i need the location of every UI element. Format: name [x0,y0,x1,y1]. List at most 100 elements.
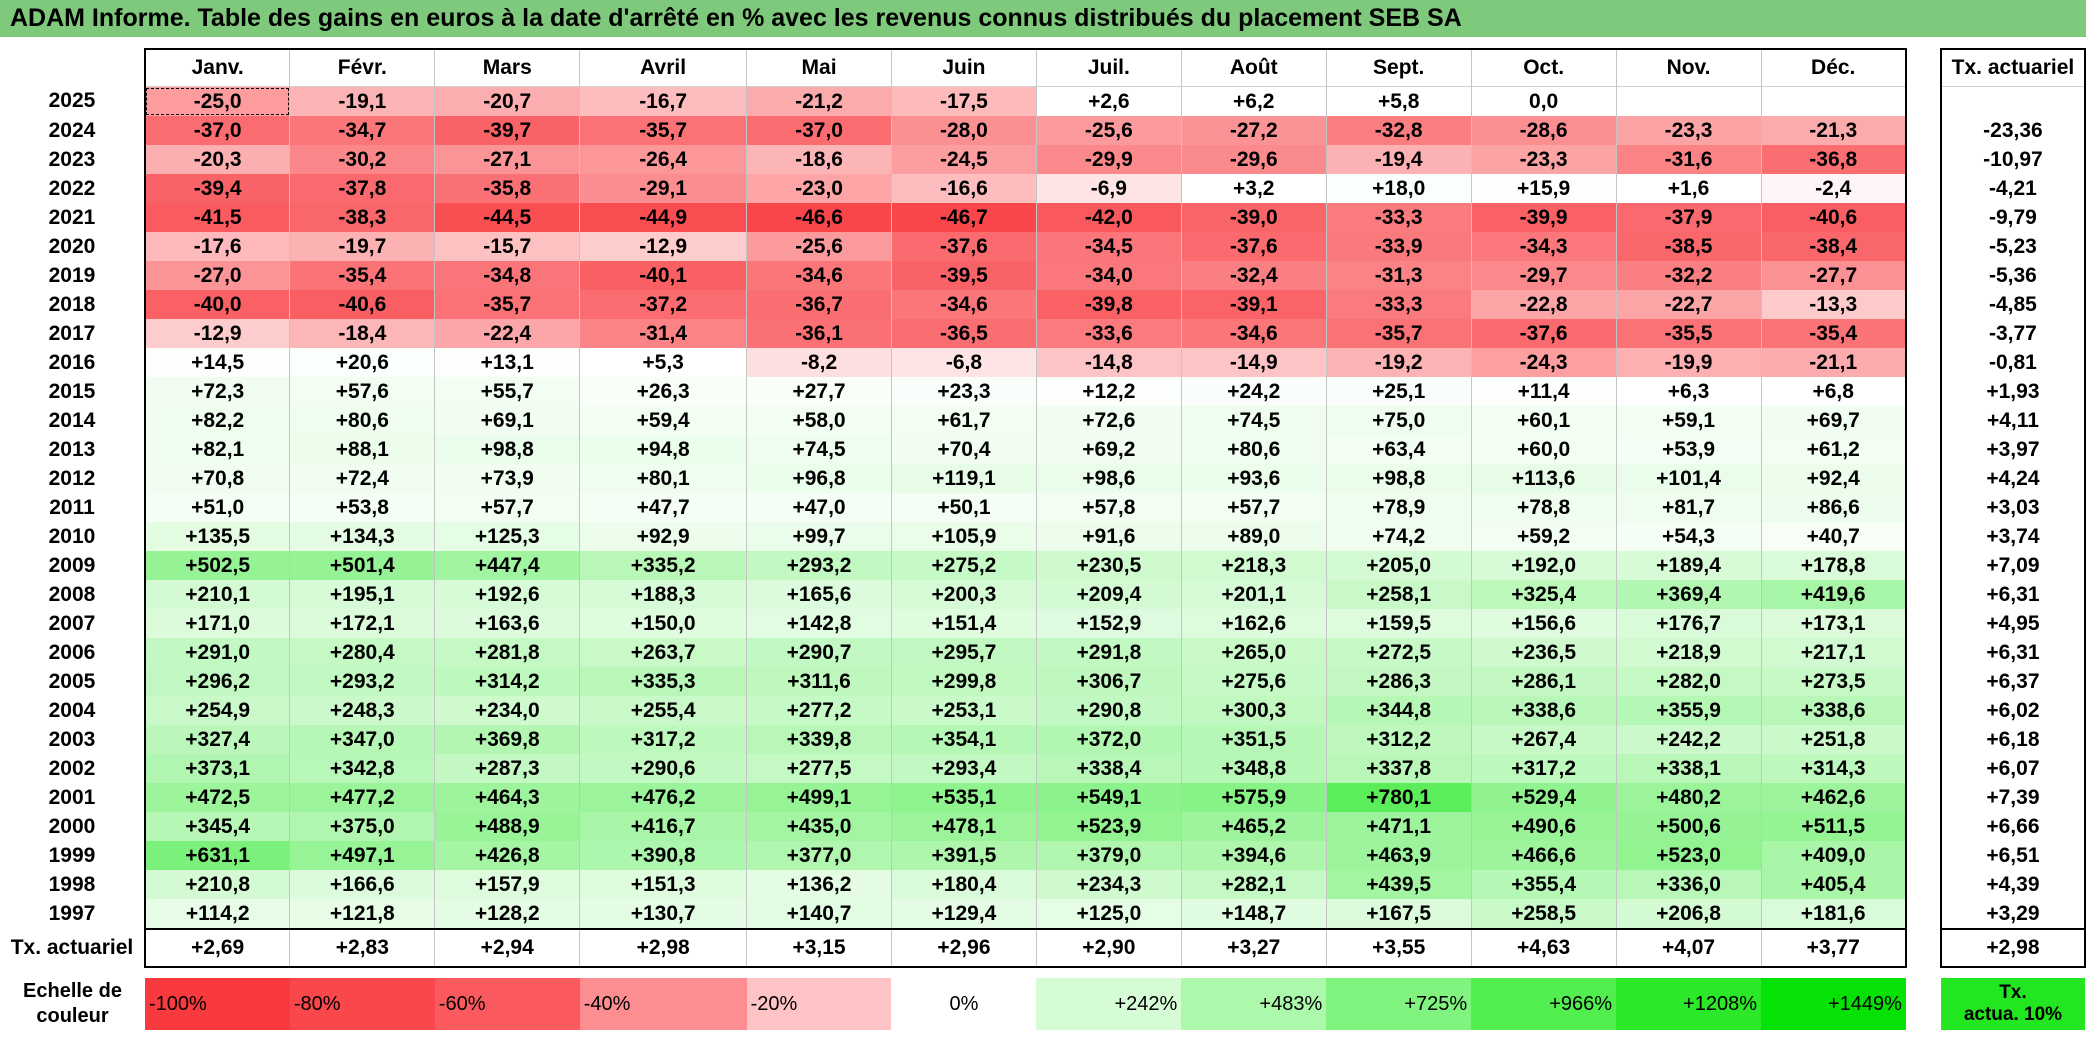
gap-cell [1906,754,1941,783]
gain-cell: +535,1 [890,783,1037,812]
year-label: 2010 [48,524,96,548]
gain-cell: +80,6 [1180,435,1327,464]
gain-cell: +72,3 [143,377,291,406]
gain-cell: -37,8 [289,174,436,203]
gain-cell: +113,6 [1470,464,1617,493]
month-header-12: Déc. [1760,48,1907,87]
gain-cell: +373,1 [143,754,291,783]
gain-cell: +281,8 [434,638,581,667]
report-title: ADAM Informe. Table des gains en euros à… [0,0,2086,37]
month-header-3: Mars [434,48,581,87]
gain-cell: +286,1 [1470,667,1617,696]
gain-cell: +242,2 [1615,725,1762,754]
gain-cell: +234,3 [1035,870,1182,899]
gap-cell [1906,551,1941,580]
gain-cell: -18,4 [289,319,436,348]
gain-cell: +72,4 [289,464,436,493]
tx-actuariel-value: -4,21 [1939,174,2086,203]
gain-cell: -39,9 [1470,203,1617,232]
gap-cell [1906,406,1941,435]
gain-cell: -20,7 [434,86,581,116]
gain-cell: +148,7 [1180,899,1327,930]
gain-cell: +502,5 [143,551,291,580]
year-label: 1999 [48,843,96,867]
year-label: 2019 [48,263,96,287]
color-scale-swatch: +483% [1181,978,1327,1030]
gain-cell: -33,9 [1325,232,1472,261]
gain-cell: +157,9 [434,870,581,899]
gain-cell: +58,0 [746,406,892,435]
gain-cell: +47,0 [746,493,892,522]
gain-cell: -32,2 [1615,261,1762,290]
gain-cell: +150,0 [579,609,748,638]
gain-cell: +74,5 [746,435,892,464]
gain-cell: +142,8 [746,609,892,638]
gain-cell: +336,0 [1615,870,1762,899]
gain-cell: -17,5 [890,86,1037,116]
gain-cell: -21,1 [1760,348,1907,377]
gap-cell [1906,174,1941,203]
gain-cell: +291,0 [143,638,291,667]
tx-actuariel-value: +7,09 [1939,551,2086,580]
table-row: 1997 +114,2 +121,8 +128,2 +130,7 +140,7 +129,4… [0,899,2086,930]
gain-cell: -16,6 [890,174,1037,203]
year-label: 2022 [48,176,96,200]
gain-cell: +50,1 [890,493,1037,522]
gain-cell: +345,4 [143,812,291,841]
gain-cell: +314,3 [1760,754,1907,783]
summary-value: +3,27 [1180,928,1327,968]
summary-value: +2,90 [1035,928,1182,968]
gain-cell: -35,4 [1760,319,1907,348]
gain-cell: +6,3 [1615,377,1762,406]
gain-cell: -13,3 [1760,290,1907,319]
gain-cell: +295,7 [890,638,1037,667]
gap-cell [1906,145,1941,174]
gain-cell: +24,2 [1180,377,1327,406]
gain-cell: +209,4 [1035,580,1182,609]
gain-cell: +265,0 [1180,638,1327,667]
year-label: 2016 [48,350,96,374]
gain-cell: +75,0 [1325,406,1472,435]
gain-cell: +369,8 [434,725,581,754]
gain-cell: +306,7 [1035,667,1182,696]
tx-actuariel-value [1939,86,2086,116]
color-scale-swatch: -60% [434,978,580,1030]
gain-cell: +290,8 [1035,696,1182,725]
table-row: 2008 +210,1 +195,1 +192,6 +188,3 +165,6 +200,3… [0,580,2086,609]
gain-cell: +355,4 [1470,870,1617,899]
tx-actuariel-value: +6,51 [1939,841,2086,870]
table-row: 2016 +14,5 +20,6 +13,1 +5,3 -8,2 -6,8 -14,8 -14,… [0,348,2086,377]
gain-cell: +275,2 [890,551,1037,580]
tx-actuariel-value: +6,02 [1939,696,2086,725]
year-label: 2005 [48,669,96,693]
summary-label: Tx. actuariel [10,936,134,959]
gain-cell: +272,5 [1325,638,1472,667]
gain-cell: -22,8 [1470,290,1617,319]
gain-cell: +192,0 [1470,551,1617,580]
gain-cell: +317,2 [1470,754,1617,783]
gain-cell: -39,5 [890,261,1037,290]
tx-actuariel-value: -3,77 [1939,319,2086,348]
gain-cell: -31,4 [579,319,748,348]
gain-cell: +129,4 [890,899,1037,930]
gain-cell: +101,4 [1615,464,1762,493]
year-label: 2012 [48,466,96,490]
gain-cell: -14,9 [1180,348,1327,377]
gain-cell: +5,8 [1325,86,1472,116]
gap-cell [1906,580,1941,609]
gain-cell: -34,6 [1180,319,1327,348]
gap-cell [1906,812,1941,841]
color-scale-swatch: +966% [1471,978,1617,1030]
gain-cell: +176,7 [1615,609,1762,638]
gain-cell: +409,0 [1760,841,1907,870]
gain-cell: +394,6 [1180,841,1327,870]
color-scale-swatch: +242% [1036,978,1182,1030]
year-label: 1997 [48,902,96,925]
gain-cell: -6,8 [890,348,1037,377]
gain-cell: +300,3 [1180,696,1327,725]
table-row: 2001 +472,5 +477,2 +464,3 +476,2 +499,1 +535,1… [0,783,2086,812]
gain-cell: +53,9 [1615,435,1762,464]
color-scale-label-line2: couleur [36,1005,109,1027]
gain-cell: +63,4 [1325,435,1472,464]
gain-cell [1760,86,1907,116]
